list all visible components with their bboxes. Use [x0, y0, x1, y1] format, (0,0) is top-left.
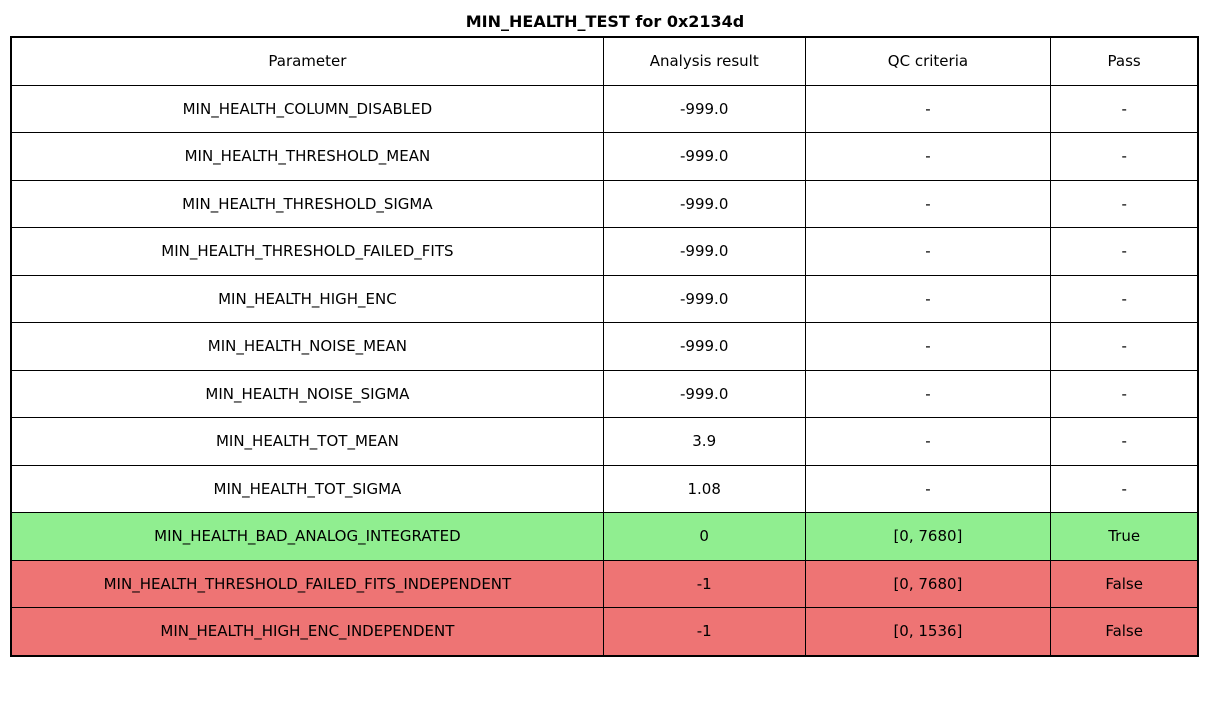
pass-cell: -: [1050, 132, 1199, 181]
pass-cell: -: [1050, 322, 1199, 371]
qc-results-table: Parameter Analysis result QC criteria Pa…: [10, 36, 1199, 657]
pass-cell: -: [1050, 464, 1199, 513]
result-cell: -999.0: [602, 84, 806, 133]
pass-cell: -: [1050, 369, 1199, 418]
table-row: MIN_HEALTH_THRESHOLD_FAILED_FITS_INDEPEN…: [10, 559, 1199, 608]
qc-criteria-cell: [0, 1536]: [804, 607, 1052, 656]
qc-criteria-cell: -: [804, 132, 1052, 181]
table-header-row: Parameter Analysis result QC criteria Pa…: [10, 36, 1199, 86]
parameter-cell: MIN_HEALTH_HIGH_ENC_INDEPENDENT: [10, 607, 604, 656]
qc-criteria-cell: -: [804, 464, 1052, 513]
result-cell: -999.0: [602, 274, 806, 323]
pass-cell: -: [1050, 84, 1199, 133]
pass-cell: -: [1050, 227, 1199, 276]
qc-criteria-cell: -: [804, 417, 1052, 466]
qc-criteria-cell: [0, 7680]: [804, 512, 1052, 561]
parameter-cell: MIN_HEALTH_COLUMN_DISABLED: [10, 84, 604, 133]
qc-criteria-cell: -: [804, 84, 1052, 133]
parameter-cell: MIN_HEALTH_NOISE_MEAN: [10, 322, 604, 371]
result-cell: -999.0: [602, 132, 806, 181]
pass-cell: False: [1050, 607, 1199, 656]
pass-cell: -: [1050, 274, 1199, 323]
qc-criteria-cell: -: [804, 227, 1052, 276]
result-cell: 1.08: [602, 464, 806, 513]
table-row: MIN_HEALTH_COLUMN_DISABLED -999.0- -: [10, 84, 1199, 133]
table-row: MIN_HEALTH_BAD_ANALOG_INTEGRATED 0 [0, 768…: [10, 512, 1199, 561]
parameter-cell: MIN_HEALTH_TOT_MEAN: [10, 417, 604, 466]
table-row: MIN_HEALTH_NOISE_SIGMA -999.0- -: [10, 369, 1199, 418]
parameter-cell: MIN_HEALTH_NOISE_SIGMA: [10, 369, 604, 418]
table-row: MIN_HEALTH_TOT_MEAN 3.9- -: [10, 417, 1199, 466]
table-row: MIN_HEALTH_THRESHOLD_FAILED_FITS -999.0- -: [10, 227, 1199, 276]
column-header-analysis-result: Analysis result: [602, 36, 806, 86]
result-cell: 3.9: [602, 417, 806, 466]
pass-cell: -: [1050, 417, 1199, 466]
parameter-cell: MIN_HEALTH_THRESHOLD_FAILED_FITS: [10, 227, 604, 276]
result-cell: -999.0: [602, 227, 806, 276]
qc-criteria-cell: [0, 7680]: [804, 559, 1052, 608]
parameter-cell: MIN_HEALTH_THRESHOLD_MEAN: [10, 132, 604, 181]
result-cell: 0: [602, 512, 806, 561]
qc-criteria-cell: -: [804, 179, 1052, 228]
result-cell: -999.0: [602, 369, 806, 418]
parameter-cell: MIN_HEALTH_TOT_SIGMA: [10, 464, 604, 513]
result-cell: -1: [602, 559, 806, 608]
column-header-pass: Pass: [1050, 36, 1199, 86]
pass-cell: False: [1050, 559, 1199, 608]
result-cell: -1: [602, 607, 806, 656]
result-cell: -999.0: [602, 322, 806, 371]
page-title: MIN_HEALTH_TEST for 0x2134d: [465, 12, 745, 31]
parameter-cell: MIN_HEALTH_THRESHOLD_FAILED_FITS_INDEPEN…: [10, 559, 604, 608]
table-row: MIN_HEALTH_HIGH_ENC -999.0- -: [10, 274, 1199, 323]
qc-criteria-cell: -: [804, 322, 1052, 371]
table-row: MIN_HEALTH_THRESHOLD_SIGMA -999.0- -: [10, 179, 1199, 228]
table-row: MIN_HEALTH_NOISE_MEAN -999.0- -: [10, 322, 1199, 371]
column-header-qc-criteria: QC criteria: [804, 36, 1052, 86]
table-body: MIN_HEALTH_COLUMN_DISABLED -999.0- - MIN_HE…: [10, 84, 1199, 656]
qc-criteria-cell: -: [804, 369, 1052, 418]
table-row: MIN_HEALTH_HIGH_ENC_INDEPENDENT -1 [0, 153…: [10, 607, 1199, 656]
result-cell: -999.0: [602, 179, 806, 228]
table-row: MIN_HEALTH_TOT_SIGMA 1.08- -: [10, 464, 1199, 513]
pass-cell: -: [1050, 179, 1199, 228]
pass-cell: True: [1050, 512, 1199, 561]
parameter-cell: MIN_HEALTH_HIGH_ENC: [10, 274, 604, 323]
parameter-cell: MIN_HEALTH_BAD_ANALOG_INTEGRATED: [10, 512, 604, 561]
parameter-cell: MIN_HEALTH_THRESHOLD_SIGMA: [10, 179, 604, 228]
qc-criteria-cell: -: [804, 274, 1052, 323]
table-row: MIN_HEALTH_THRESHOLD_MEAN -999.0- -: [10, 132, 1199, 181]
column-header-parameter: Parameter: [10, 36, 604, 86]
